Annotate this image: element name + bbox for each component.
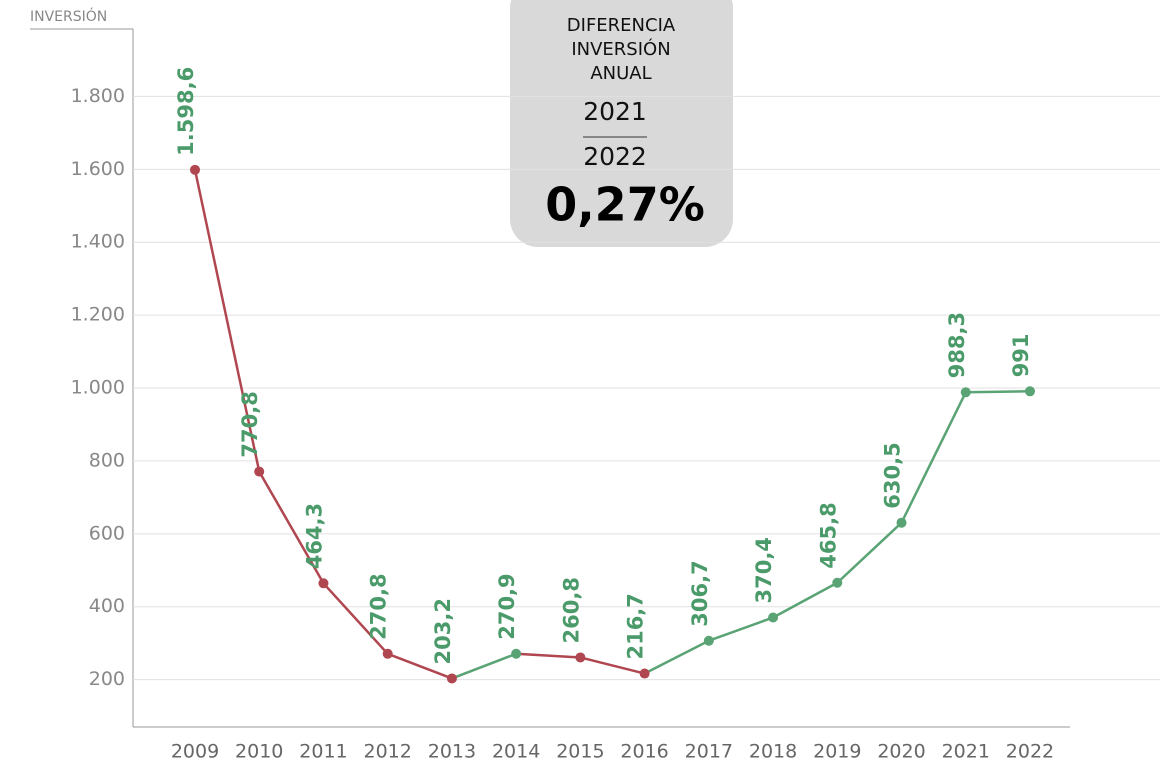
data-point: [768, 612, 779, 623]
annotation-to: 2022: [583, 142, 647, 171]
line-segment: [451, 652, 517, 680]
x-tick-label: 2014: [492, 741, 540, 763]
data-label: 203,2: [431, 598, 455, 664]
data-point: [446, 673, 457, 684]
data-point: [639, 668, 650, 679]
annotation-line: ANUAL: [590, 63, 651, 84]
line-segment: [708, 616, 774, 642]
data-label: 464,3: [302, 503, 326, 569]
x-tick-label: 2015: [556, 741, 604, 763]
data-point: [511, 648, 522, 659]
x-tick-label: 2022: [1006, 741, 1054, 763]
y-tick-label: 800: [89, 449, 125, 471]
y-tick-label: 1.400: [71, 231, 125, 253]
data-label: 216,7: [624, 593, 648, 659]
data-label: 465,8: [816, 502, 840, 568]
annotation-line: DIFERENCIA: [567, 15, 676, 36]
x-tick-label: 2011: [299, 741, 347, 763]
y-tick-label: 600: [89, 522, 125, 544]
data-point: [190, 164, 200, 175]
y-axis-label: INVERSIÓN: [30, 7, 107, 25]
y-tick-label: 1.800: [71, 85, 125, 107]
line-segment: [193, 169, 261, 472]
line-segment: [580, 656, 645, 675]
annotation-box: [510, 0, 733, 247]
data-label: 770,8: [238, 391, 262, 457]
x-tick-label: 2016: [620, 741, 668, 763]
y-tick-label: 1.200: [71, 304, 125, 326]
data-point: [318, 578, 329, 589]
x-tick-label: 2017: [685, 741, 733, 763]
data-label: 306,7: [688, 560, 712, 626]
data-label: 988,3: [945, 312, 969, 378]
y-tick-label: 1.000: [71, 377, 125, 399]
x-tick-label: 2013: [428, 741, 476, 763]
x-tick-label: 2010: [235, 741, 283, 763]
x-tick-label: 2019: [813, 741, 861, 763]
line-segment: [387, 652, 453, 680]
line-segment: [836, 521, 903, 584]
data-label: 991: [1009, 333, 1033, 377]
annotation-value: 0,27%: [545, 178, 705, 232]
annotation-from: 2021: [583, 97, 647, 126]
line-segment: [900, 391, 967, 524]
data-point: [896, 517, 907, 528]
line-segment: [322, 582, 389, 655]
line-segment: [516, 652, 581, 659]
data-point: [960, 387, 971, 398]
data-label: 270,8: [367, 573, 391, 639]
data-point: [382, 648, 393, 659]
data-point: [703, 635, 714, 646]
y-tick-label: 400: [89, 595, 125, 617]
x-tick-label: 2020: [877, 741, 925, 763]
x-tick-label: 2018: [749, 741, 797, 763]
data-point: [832, 577, 843, 588]
line-segment: [644, 639, 710, 675]
x-tick-label: 2012: [364, 741, 412, 763]
data-label: 370,4: [752, 537, 776, 603]
data-label: 1.598,6: [174, 67, 198, 156]
line-segment: [965, 390, 1031, 394]
annotation-line: INVERSIÓN: [571, 38, 670, 60]
line-segment: [772, 581, 838, 619]
x-tick-label: 2009: [171, 741, 219, 763]
data-label: 260,8: [559, 577, 583, 643]
y-tick-label: 1.600: [71, 158, 125, 180]
data-point: [254, 466, 265, 477]
data-point: [1024, 386, 1035, 397]
data-label: 270,9: [495, 573, 519, 639]
data-point: [575, 652, 586, 663]
x-tick-label: 2021: [942, 741, 990, 763]
y-tick-label: 200: [89, 668, 125, 690]
line-segment: [258, 470, 325, 584]
data-label: 630,5: [881, 442, 905, 508]
